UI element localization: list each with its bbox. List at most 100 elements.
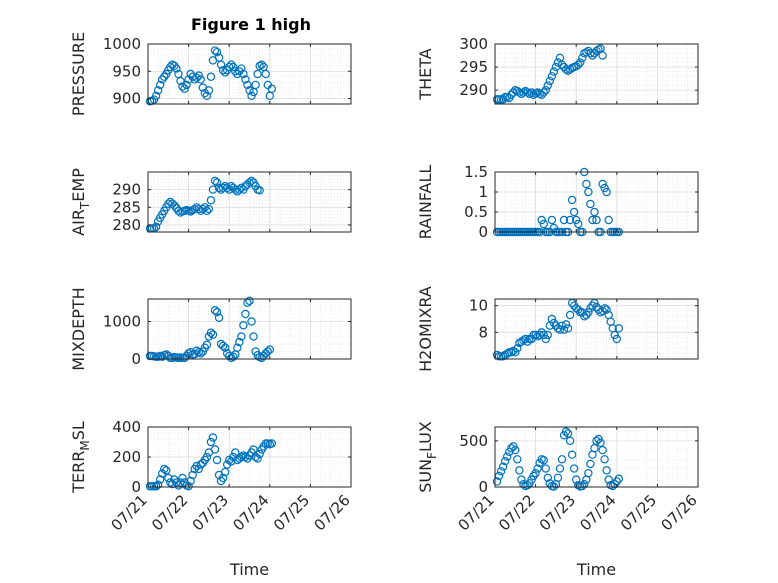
data-point: [500, 456, 510, 466]
data-point: [178, 473, 187, 483]
y-tick-label: 0: [131, 350, 141, 368]
data-point: [164, 199, 173, 208]
data-point: [584, 187, 593, 197]
data-point: [539, 456, 548, 465]
data-point: [231, 185, 240, 194]
data-point: [590, 207, 599, 217]
x-tick-label: 07/22: [148, 491, 191, 534]
data-point: [545, 76, 555, 86]
data-point: [543, 330, 552, 340]
data-point: [239, 69, 248, 79]
data-point: [263, 347, 272, 356]
data-point: [537, 215, 546, 225]
data-point: [218, 183, 228, 193]
data-point: [186, 476, 195, 486]
data-point: [604, 475, 613, 484]
data-point: [153, 86, 163, 95]
data-point: [166, 62, 175, 72]
data-point: [212, 47, 222, 57]
data-point: [565, 436, 575, 446]
data-point: [588, 215, 597, 225]
data-point: [237, 183, 246, 193]
data-point: [515, 88, 524, 97]
data-point: [561, 427, 571, 436]
data-point: [580, 480, 589, 489]
data-point: [214, 313, 224, 322]
data-point: [574, 480, 583, 490]
data-point: [170, 201, 179, 210]
data-point: [519, 336, 528, 345]
data-point: [164, 473, 173, 483]
x-axis-label: Time: [576, 560, 616, 579]
axes-box: [147, 43, 352, 105]
x-tick-label: 07/22: [495, 491, 538, 534]
data-point: [247, 176, 256, 186]
data-point: [614, 474, 624, 483]
data-point: [496, 467, 506, 476]
data-point: [523, 480, 532, 490]
y-axis-label: AIRTEMP: [69, 168, 92, 236]
data-point: [531, 468, 540, 478]
data-point: [547, 72, 557, 81]
y-tick-label: 1000: [103, 35, 141, 53]
data-point: [184, 482, 193, 491]
y-tick-label: 285: [112, 198, 141, 216]
data-point: [592, 215, 601, 225]
data-point: [253, 454, 262, 463]
x-axis-label: Time: [229, 560, 269, 579]
data-point: [202, 340, 212, 349]
data-point: [210, 176, 220, 186]
data-point: [216, 60, 226, 69]
data-point: [188, 470, 197, 480]
x-tick-label: 07/25: [617, 491, 660, 534]
data-point: [210, 445, 220, 454]
data-point: [498, 95, 508, 104]
axes-box: [147, 171, 352, 233]
data-point: [243, 80, 252, 90]
data-point: [559, 325, 569, 334]
y-tick-label: 1.5: [464, 163, 488, 181]
subplot-4: 0 0.5 1 1.5 RAINFALL: [416, 163, 699, 241]
data-point: [598, 51, 607, 60]
y-tick-label: 10: [469, 297, 488, 315]
data-point: [590, 444, 599, 453]
figure-title: Figure 1 high: [191, 15, 311, 34]
data-point: [245, 86, 254, 95]
data-point: [241, 452, 250, 462]
data-point: [515, 466, 524, 475]
axes-box: [147, 298, 352, 360]
data-point: [208, 433, 218, 442]
data-point: [578, 481, 587, 491]
x-tick-label: 07/23: [536, 491, 579, 534]
data-point: [212, 455, 222, 465]
data-point: [245, 178, 254, 187]
data-point: [511, 445, 520, 455]
y-axis-label: SUNFLUX: [416, 421, 439, 493]
y-tick-label: 900: [112, 90, 141, 108]
data-point: [567, 195, 577, 205]
data-point: [576, 58, 585, 67]
data-point: [569, 464, 579, 473]
y-tick-label: 290: [459, 81, 488, 99]
y-tick-label: 0: [478, 223, 488, 241]
data-point: [249, 332, 258, 341]
data-point: [602, 305, 611, 314]
y-tick-label: 280: [112, 216, 141, 234]
data-point: [160, 464, 169, 474]
data-point: [249, 445, 258, 454]
subplot-2: 290 295 300 THETA: [416, 35, 699, 105]
data-point: [220, 467, 230, 477]
data-point: [208, 330, 218, 339]
data-point: [224, 62, 234, 72]
data-point: [511, 348, 520, 357]
data-point: [543, 81, 552, 90]
data-point: [212, 178, 222, 187]
data-point: [598, 179, 607, 189]
data-point: [565, 215, 575, 225]
data-point: [574, 60, 583, 69]
data-point: [533, 88, 542, 97]
data-point: [529, 90, 538, 99]
data-point: [588, 301, 597, 310]
